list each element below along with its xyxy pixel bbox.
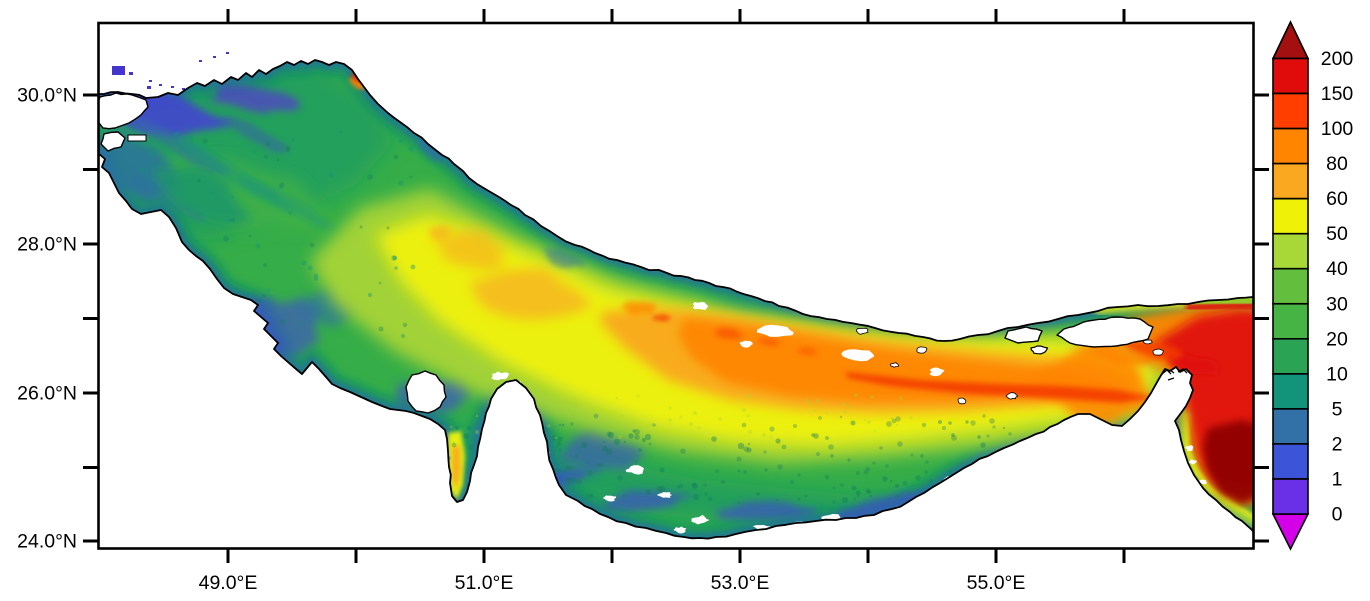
svg-text:50: 50	[1326, 223, 1348, 245]
svg-text:24.0°N: 24.0°N	[17, 531, 77, 553]
svg-text:1: 1	[1332, 469, 1343, 491]
svg-text:5: 5	[1332, 398, 1343, 420]
svg-text:20: 20	[1326, 328, 1348, 350]
svg-text:30: 30	[1326, 293, 1348, 315]
svg-text:10: 10	[1326, 363, 1348, 385]
svg-text:40: 40	[1326, 258, 1348, 280]
svg-text:80: 80	[1326, 153, 1348, 175]
svg-text:100: 100	[1321, 118, 1354, 140]
svg-text:26.0°N: 26.0°N	[17, 383, 77, 405]
svg-text:60: 60	[1326, 188, 1348, 210]
svg-text:0: 0	[1332, 504, 1343, 526]
svg-text:200: 200	[1321, 48, 1354, 70]
svg-text:30.0°N: 30.0°N	[17, 85, 77, 107]
svg-text:55.0°E: 55.0°E	[967, 572, 1026, 594]
svg-text:150: 150	[1321, 83, 1354, 105]
svg-text:28.0°N: 28.0°N	[17, 234, 77, 256]
svg-text:51.0°E: 51.0°E	[455, 572, 514, 594]
svg-text:49.0°E: 49.0°E	[199, 572, 258, 594]
svg-text:53.0°E: 53.0°E	[711, 572, 770, 594]
svg-text:2: 2	[1332, 433, 1343, 455]
